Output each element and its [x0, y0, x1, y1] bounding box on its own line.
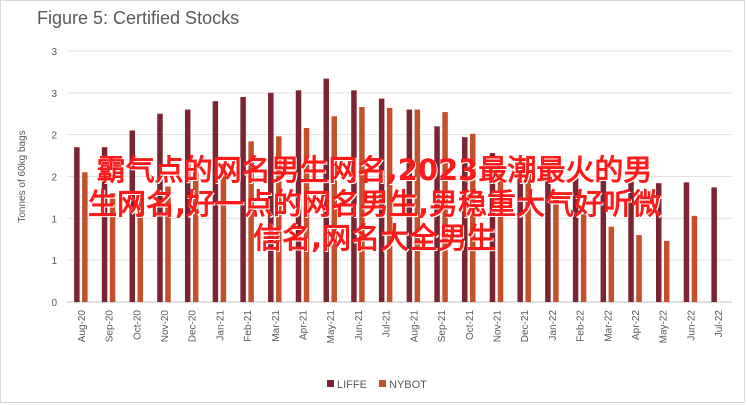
x-tick-label: Jun-21 — [354, 310, 365, 341]
bar-liffe — [489, 153, 496, 302]
bar-liffe — [711, 187, 717, 302]
bar-liffe — [462, 137, 468, 302]
x-tick-label: Jan-21 — [215, 310, 226, 341]
bar-nybot — [608, 226, 615, 302]
bar-nybot — [386, 107, 393, 302]
bar-nybot — [109, 193, 116, 302]
x-tick-label: Dec-20 — [188, 310, 199, 343]
x-tick-label: Mar-21 — [271, 310, 282, 342]
legend-swatch-liffe — [327, 380, 334, 387]
x-tick-label: Nov-20 — [160, 310, 171, 343]
y-axis-label: Tonnes of 60kg bags — [17, 130, 28, 222]
x-tick-label: Jul-21 — [382, 310, 393, 338]
y-tick-label: 1 — [51, 256, 57, 267]
bar-nybot — [414, 109, 421, 302]
x-tick-label: Nov-21 — [492, 310, 503, 343]
x-tick-label: Oct-20 — [132, 310, 143, 340]
x-tick-label: Apr-22 — [631, 310, 642, 340]
x-tick-label: Dec-21 — [520, 310, 531, 343]
bar-liffe — [129, 130, 136, 302]
chart-title: Figure 5: Certified Stocks — [37, 8, 240, 28]
bar-nybot — [470, 133, 476, 302]
bar-nybot — [248, 141, 254, 302]
bar-liffe — [212, 101, 219, 302]
bar-nybot — [82, 172, 88, 302]
bar-nybot — [303, 127, 310, 303]
bar-liffe — [351, 90, 357, 302]
x-tick-label: Jun-22 — [686, 310, 697, 341]
x-tick-label: Jul-22 — [714, 310, 725, 338]
x-tick-label: Apr-21 — [299, 310, 310, 340]
bar-nybot — [663, 240, 670, 302]
bar-liffe — [157, 113, 163, 302]
bar-nybot — [276, 136, 282, 302]
y-tick-label: 3 — [51, 89, 57, 100]
bar-nybot — [192, 172, 199, 302]
bar-liffe — [683, 182, 690, 302]
y-tick-label: 1 — [51, 214, 57, 225]
bar-nybot — [580, 214, 587, 302]
y-tick-label: 0 — [51, 298, 57, 309]
bar-nybot — [220, 163, 227, 302]
x-tick-label: Aug-21 — [409, 310, 420, 343]
bar-liffe — [406, 109, 413, 302]
bar-nybot — [331, 116, 337, 302]
y-tick-label: 3 — [51, 47, 57, 58]
bar-liffe — [434, 126, 440, 302]
bar-liffe — [184, 109, 191, 302]
bar-liffe — [545, 174, 551, 302]
x-tick-label: Mar-22 — [603, 310, 614, 342]
bar-liffe — [268, 92, 274, 302]
bar-nybot — [359, 107, 365, 302]
x-tick-label: Feb-22 — [576, 310, 587, 342]
legend-swatch-nybot — [379, 380, 386, 387]
bar-nybot — [137, 193, 144, 302]
bar-nybot — [442, 112, 448, 303]
bar-liffe — [378, 98, 385, 302]
y-tick-label: 2 — [51, 173, 57, 184]
bar-liffe — [323, 78, 329, 302]
x-tick-label: Oct-21 — [465, 310, 476, 340]
x-tick-label: Sep-20 — [105, 310, 116, 343]
x-tick-label: May-22 — [659, 310, 670, 344]
legend-label-nybot: NYBOT — [389, 379, 427, 391]
bar-nybot — [636, 235, 642, 302]
bar-liffe — [74, 147, 80, 302]
bar-nybot — [497, 159, 504, 302]
bar-liffe — [572, 176, 579, 302]
bar-liffe — [240, 97, 246, 303]
bar-nybot — [553, 193, 559, 302]
legend-label-liffe: LIFFE — [337, 379, 367, 391]
bar-liffe — [655, 183, 662, 302]
bar-nybot — [691, 215, 698, 302]
bar-liffe — [295, 90, 302, 302]
x-tick-label: May-21 — [326, 310, 337, 344]
x-tick-label: Feb-21 — [243, 310, 254, 342]
x-tick-label: Aug-20 — [77, 310, 88, 343]
bar-nybot — [525, 171, 531, 302]
y-tick-label: 2 — [51, 131, 57, 142]
x-tick-label: Sep-21 — [437, 310, 448, 343]
bar-liffe — [517, 166, 523, 302]
bar-nybot — [165, 186, 171, 302]
bar-liffe — [600, 179, 607, 302]
x-tick-label: Jan-22 — [548, 310, 559, 341]
bar-liffe — [101, 147, 108, 302]
bar-liffe — [628, 180, 634, 302]
